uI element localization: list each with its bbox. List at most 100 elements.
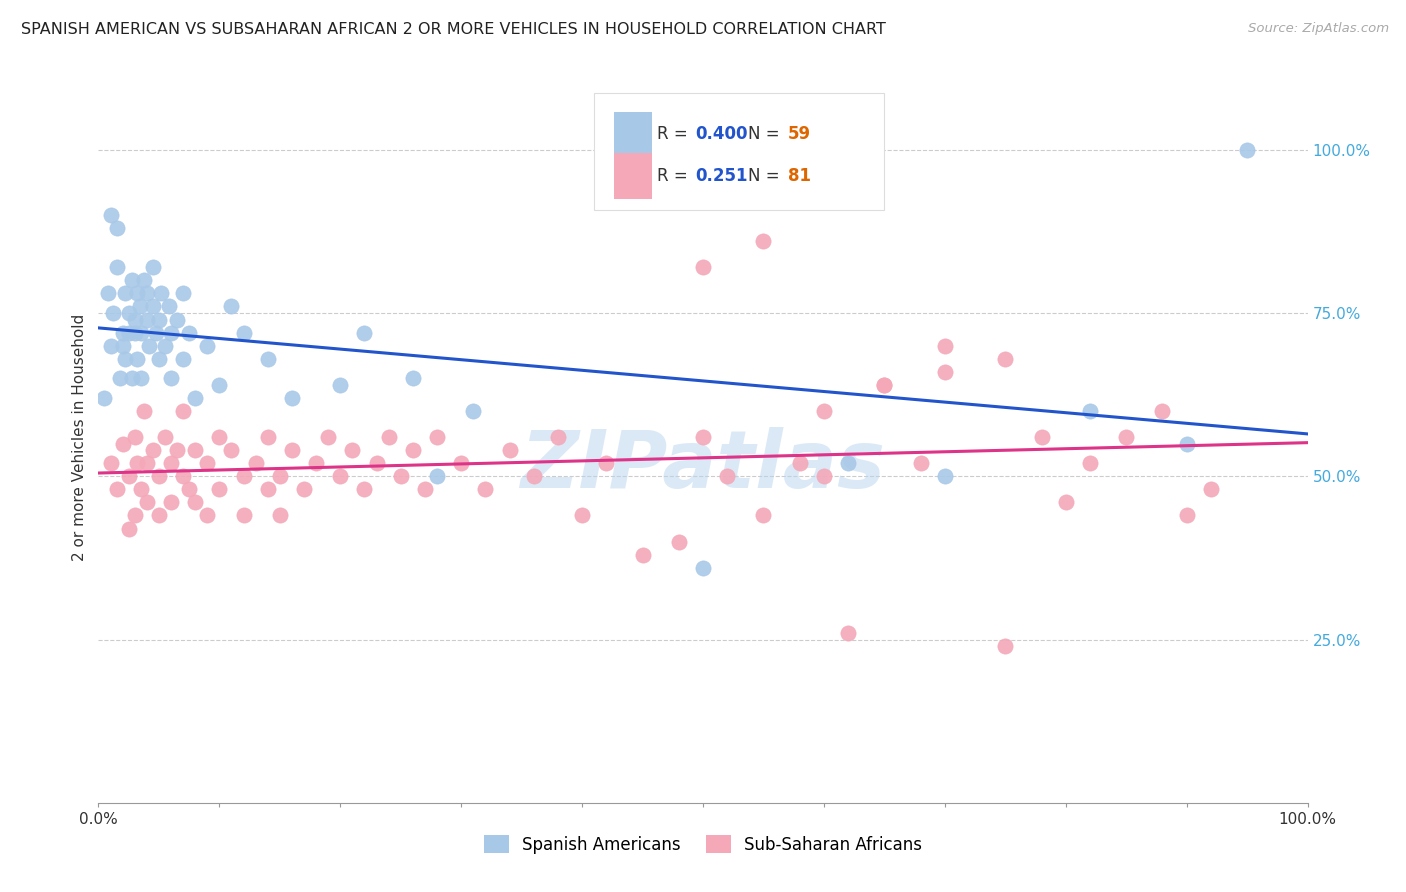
Point [813,469,835,483]
Point [114,351,136,366]
Point [789,456,811,470]
Point [101,306,124,320]
Point [111,436,134,450]
Point [118,469,141,483]
Point [160,371,183,385]
Point [837,626,859,640]
Point [160,495,183,509]
Point [232,508,254,523]
Point [498,443,520,458]
Point [1152,404,1174,418]
Point [153,430,176,444]
Point [595,456,617,470]
Point [129,371,152,385]
FancyBboxPatch shape [595,94,884,211]
Point [752,508,775,523]
Point [148,351,170,366]
Point [692,260,714,275]
Point [329,377,352,392]
Point [184,443,207,458]
Point [135,456,157,470]
Point [463,404,485,418]
Point [292,483,315,497]
Point [118,306,141,320]
Legend: Spanish Americans, Sub-Saharan Africans: Spanish Americans, Sub-Saharan Africans [477,829,929,860]
Text: R =: R = [657,125,693,144]
Point [389,469,412,483]
Point [121,273,143,287]
Point [232,326,254,340]
Point [184,391,207,405]
Text: 0.400: 0.400 [696,125,748,144]
Point [129,326,152,340]
Point [523,469,546,483]
Point [910,456,932,470]
Point [571,508,593,523]
Point [256,351,278,366]
Point [184,495,207,509]
Point [256,483,278,497]
Point [114,286,136,301]
Point [281,391,304,405]
Point [631,548,654,562]
Point [148,508,170,523]
Point [153,339,176,353]
Point [148,469,170,483]
Point [195,508,218,523]
Text: 0.251: 0.251 [696,167,748,185]
Point [195,456,218,470]
Y-axis label: 2 or more Vehicles in Household: 2 or more Vehicles in Household [72,313,87,561]
Text: ZIPatlas: ZIPatlas [520,427,886,506]
Point [426,469,449,483]
Point [1078,456,1101,470]
Point [111,339,134,353]
Point [100,208,122,222]
Point [342,443,364,458]
Point [353,483,375,497]
Point [269,508,291,523]
Point [105,260,128,275]
Point [474,483,496,497]
Point [127,351,149,366]
Point [172,351,194,366]
Point [256,430,278,444]
Point [118,326,141,340]
Point [377,430,399,444]
Point [142,443,165,458]
Point [245,456,267,470]
Point [329,469,352,483]
Point [105,483,128,497]
Point [1115,430,1137,444]
Point [316,430,339,444]
Point [413,483,436,497]
Point [837,456,859,470]
Point [172,469,194,483]
Point [179,326,201,340]
Point [111,326,134,340]
Point [157,300,180,314]
Point [1175,508,1198,523]
Point [692,430,714,444]
Point [179,483,201,497]
Point [353,326,375,340]
Point [124,312,146,326]
Point [145,326,167,340]
Point [208,483,231,497]
Point [305,456,328,470]
Point [142,260,165,275]
Point [127,456,149,470]
Point [108,371,131,385]
Point [813,404,835,418]
Text: 59: 59 [787,125,811,144]
Point [166,312,188,326]
Point [124,508,146,523]
Point [124,430,146,444]
Point [366,456,388,470]
Point [994,351,1017,366]
Point [121,371,143,385]
Point [195,339,218,353]
Text: Source: ZipAtlas.com: Source: ZipAtlas.com [1249,22,1389,36]
Point [994,639,1017,653]
Text: SPANISH AMERICAN VS SUBSAHARAN AFRICAN 2 OR MORE VEHICLES IN HOUSEHOLD CORRELATI: SPANISH AMERICAN VS SUBSAHARAN AFRICAN 2… [21,22,886,37]
Point [873,377,896,392]
